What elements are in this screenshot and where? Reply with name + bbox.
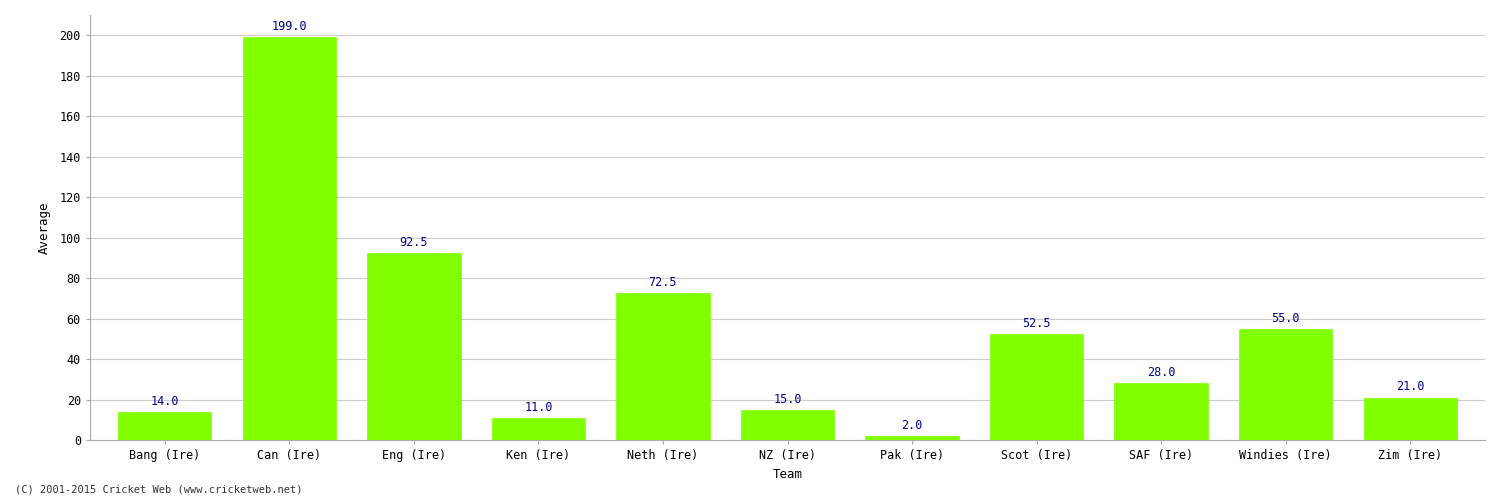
Text: 92.5: 92.5 [399, 236, 427, 248]
Bar [990, 334, 1083, 440]
Text: 55.0: 55.0 [1272, 312, 1300, 324]
Text: 21.0: 21.0 [1396, 380, 1425, 394]
Text: 72.5: 72.5 [648, 276, 676, 289]
Bar [1364, 398, 1456, 440]
Text: 52.5: 52.5 [1023, 316, 1052, 330]
Bar [368, 253, 460, 440]
Bar [118, 412, 211, 440]
Text: 199.0: 199.0 [272, 20, 308, 33]
X-axis label: Team: Team [772, 468, 802, 480]
Text: 14.0: 14.0 [150, 394, 178, 407]
Bar [492, 418, 585, 440]
Bar [741, 410, 834, 440]
Bar [616, 294, 710, 440]
Y-axis label: Average: Average [39, 201, 51, 254]
Text: 2.0: 2.0 [902, 419, 922, 432]
Text: 11.0: 11.0 [524, 400, 552, 413]
Bar [1239, 328, 1332, 440]
Bar [243, 38, 336, 440]
Text: 28.0: 28.0 [1148, 366, 1176, 380]
Text: 15.0: 15.0 [774, 392, 801, 406]
Text: (C) 2001-2015 Cricket Web (www.cricketweb.net): (C) 2001-2015 Cricket Web (www.cricketwe… [15, 485, 303, 495]
Bar [1114, 384, 1208, 440]
Bar [865, 436, 958, 440]
